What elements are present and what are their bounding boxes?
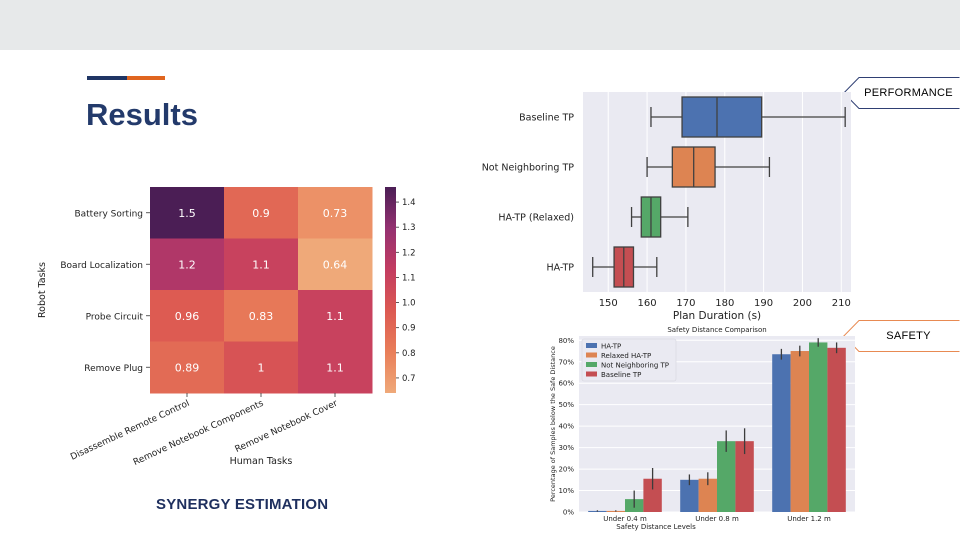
colorbar-tick-label: 1.4 <box>402 198 416 208</box>
bar-legend-label: Not Neighboring TP <box>601 362 669 370</box>
heatmap-cell <box>298 238 373 291</box>
boxplot-x-tick-label: 190 <box>754 298 773 309</box>
heatmap-cell <box>150 341 225 394</box>
page-title: Results <box>86 97 198 132</box>
bar-y-tick-label: 50% <box>558 401 574 409</box>
boxplot-x-tick-label: 210 <box>832 298 851 309</box>
bar-ha-tp <box>680 479 699 512</box>
bar-legend-swatch <box>586 371 597 377</box>
heatmap-cell-label: 1.1 <box>252 258 270 271</box>
bar-legend-label: HA-TP <box>601 343 621 351</box>
bar-legend-label: Baseline TP <box>601 371 641 379</box>
bar-legend-swatch <box>586 362 597 367</box>
colorbar-tick-label: 0.9 <box>402 324 416 334</box>
colorbar-tick-label: 1.1 <box>402 273 416 283</box>
heatmap-cell-label: 1.1 <box>326 361 344 374</box>
bar-y-tick-label: 80% <box>558 337 574 345</box>
colorbar-tick-label: 1.3 <box>402 223 416 233</box>
bar-relaxed-ha-tp <box>790 351 809 512</box>
bar-not-neighboring-tp <box>717 441 736 512</box>
bar-y-tick-label: 70% <box>558 358 574 366</box>
heatmap-cell-label: 0.83 <box>249 310 274 323</box>
heatmap-cell-label: 0.96 <box>175 310 200 323</box>
bar-x-axis-label: Safety Distance Levels <box>616 523 696 531</box>
bar-legend-swatch <box>586 352 597 358</box>
performance-tag-label: PERFORMANCE <box>864 87 953 99</box>
boxplot-x-tick-label: 200 <box>793 298 812 309</box>
boxplot-category-label: HA-TP (Relaxed) <box>498 213 574 224</box>
boxplot-category-label: Baseline TP <box>519 113 574 124</box>
bar-relaxed-ha-tp <box>698 478 717 512</box>
boxplot-category-label: HA-TP <box>546 263 574 274</box>
boxplot-x-tick-label: 160 <box>638 298 657 309</box>
heatmap-cell-label: 1.2 <box>178 258 196 271</box>
heatmap-y-tick-label: Remove Plug <box>84 364 143 374</box>
boxplot-x-axis-label: Plan Duration (s) <box>673 310 761 322</box>
heatmap-cell-label: 0.73 <box>323 207 348 220</box>
bar-not-neighboring-tp <box>809 342 828 512</box>
heatmap-cell <box>224 290 299 342</box>
heatmap-y-tick-label: Board Localization <box>60 261 143 271</box>
heatmap-y-tick-label: Probe Circuit <box>86 312 144 322</box>
synergy-estimation-label: SYNERGY ESTIMATION <box>156 496 329 513</box>
heatmap-cell <box>224 187 299 239</box>
heatmap-colorbar <box>385 187 396 393</box>
accent-bar-orange <box>127 76 165 80</box>
boxplot-category-label: Not Neighboring TP <box>482 163 575 174</box>
heatmap-cell <box>150 238 225 291</box>
bar-y-tick-label: 0% <box>563 509 574 517</box>
bar-y-tick-label: 60% <box>558 380 574 388</box>
colorbar-tick-label: 1.2 <box>402 248 416 258</box>
bar-chart-title: Safety Distance Comparison <box>667 326 766 334</box>
bar-legend-label: Relaxed HA-TP <box>601 352 651 360</box>
boxplot-x-tick-label: 180 <box>715 298 734 309</box>
heatmap-y-axis-label: Robot Tasks <box>37 262 48 318</box>
bar-legend <box>581 338 677 382</box>
accent-bar-navy <box>87 76 127 80</box>
bar-ha-tp <box>772 354 791 512</box>
bar-y-tick-label: 40% <box>558 423 574 431</box>
colorbar-tick-label: 1.0 <box>402 299 416 309</box>
heatmap-x-axis-label: Human Tasks <box>230 456 293 467</box>
bar-category-label: Under 0.4 m <box>603 515 647 523</box>
heatmap-cell <box>224 341 299 394</box>
colorbar-tick-label: 0.8 <box>402 349 416 359</box>
boxplot-box-baseline-tp <box>681 96 763 138</box>
bar-y-tick-label: 20% <box>558 466 574 474</box>
heatmap-cell-label: 0.9 <box>252 207 270 220</box>
colorbar-tick-label: 0.7 <box>402 374 416 384</box>
bar-baseline-tp <box>735 441 754 512</box>
heatmap-cell <box>224 238 299 291</box>
heatmap-cell <box>150 187 225 239</box>
heatmap-cell <box>298 187 373 239</box>
heatmap-cell-label: 1.5 <box>178 207 196 220</box>
boxplot-x-tick-label: 150 <box>599 298 618 309</box>
heatmap-y-tick-label: Battery Sorting <box>74 209 143 219</box>
heatmap-cell <box>298 341 373 394</box>
heatmap-cell-label: 0.64 <box>323 258 348 271</box>
heatmap-cell-label: 1 <box>258 361 265 374</box>
heatmap-cell-label: 0.89 <box>175 361 200 374</box>
bar-baseline-tp <box>827 347 846 512</box>
bar-y-tick-label: 10% <box>558 487 574 495</box>
performance-tag: PERFORMANCE <box>843 77 960 109</box>
bar-baseline-tp <box>643 478 662 512</box>
heatmap-cell <box>150 290 225 342</box>
safety-tag-label: SAFETY <box>886 330 931 342</box>
heatmap-cell-label: 1.1 <box>326 310 344 323</box>
top-band <box>0 0 960 50</box>
bar-y-axis-label: Percentage of Samples below the Safe Dis… <box>549 346 557 502</box>
bar-category-label: Under 1.2 m <box>787 515 831 523</box>
bar-y-tick-label: 30% <box>558 444 574 452</box>
boxplot-x-tick-label: 170 <box>676 298 695 309</box>
bar-category-label: Under 0.8 m <box>695 515 739 523</box>
heatmap-cell <box>298 290 373 342</box>
bar-legend-swatch <box>586 343 597 348</box>
